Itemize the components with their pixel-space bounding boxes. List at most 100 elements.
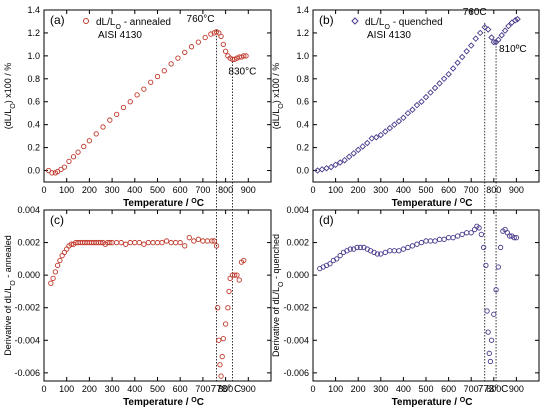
data-point (505, 22, 512, 30)
data-point (498, 31, 505, 39)
data-point (486, 350, 492, 356)
x-tick-label: 900 (241, 384, 256, 394)
data-point (481, 23, 488, 31)
data-point (341, 156, 348, 164)
data-point (134, 92, 140, 98)
data-point (61, 164, 68, 170)
data-point (327, 261, 333, 267)
data-point (215, 305, 221, 311)
panel-c: 0 100 200 300 400 500 600 700 800 900 -0.006 -0.004… (3, 182, 272, 409)
x-tick-label: 200 (351, 384, 366, 394)
data-point (468, 230, 474, 236)
x-tick-label: 700 (464, 185, 479, 195)
material-label: AISI 4130 (367, 30, 411, 41)
data-point (345, 153, 353, 161)
data-point (357, 244, 364, 251)
data-point (511, 235, 517, 241)
data-point (354, 244, 360, 251)
data-point (477, 29, 484, 37)
x-tick-label: 900 (509, 384, 524, 394)
data-point (409, 106, 416, 113)
data-point (373, 134, 380, 141)
x-tick-label: 300 (105, 384, 120, 394)
y-tick-label: -0.002 (14, 303, 40, 313)
data-point (354, 146, 362, 154)
data-point (175, 55, 181, 61)
data-point (350, 150, 357, 157)
data-point (440, 75, 448, 83)
x-tick-label: 500 (150, 384, 165, 394)
data-point (400, 246, 407, 252)
x-tick-label: 500 (418, 384, 433, 394)
data-point (213, 243, 220, 249)
y-axis-label: (dL/LO) x100 / % (271, 63, 285, 130)
data-point (432, 238, 438, 244)
data-point (463, 48, 470, 55)
data-point (218, 33, 224, 40)
x-tick-label: 700 (195, 384, 210, 394)
x-tick-label: 100 (328, 185, 343, 195)
data-point (493, 287, 499, 293)
data-point (413, 101, 421, 109)
data-point (226, 288, 232, 295)
y-tick-label: 1.4 (296, 5, 309, 15)
x-tick-label: 100 (328, 384, 343, 394)
data-point (449, 65, 457, 72)
data-point (182, 243, 188, 249)
data-point (483, 262, 489, 269)
data-point (476, 225, 482, 231)
data-series (45, 29, 249, 176)
legend-marker (83, 18, 89, 24)
y-tick-label: 0.002 (286, 238, 309, 248)
data-point (234, 272, 240, 278)
x-tick-label: 400 (127, 185, 142, 195)
data-point (154, 239, 161, 246)
data-point (50, 275, 56, 282)
x-tick-label: 200 (82, 185, 97, 195)
data-point (382, 128, 389, 135)
data-point (100, 124, 106, 130)
y-tick-label: -0.004 (14, 335, 40, 345)
y-tick-label: -0.002 (283, 303, 309, 313)
data-point (219, 353, 225, 360)
data-point (454, 233, 461, 239)
y-tick-label: 0.2 (27, 143, 40, 153)
data-series (317, 223, 520, 365)
data-point (49, 170, 55, 176)
data-point (386, 124, 394, 132)
data-point (488, 337, 495, 343)
x-tick-label: 600 (173, 384, 188, 394)
data-point (173, 239, 179, 246)
x-axis-label: Temperature / OC (123, 397, 204, 409)
data-point (422, 93, 430, 101)
data-point (204, 238, 211, 244)
data-point (145, 239, 152, 246)
data-point (464, 230, 470, 236)
data-point (497, 244, 504, 251)
data-point (467, 42, 475, 49)
data-point (163, 238, 170, 244)
panel-b: 0 100 200 300 400 500 600 700 800 900 0.0 0.2 0.4 0.6… (271, 5, 540, 209)
x-tick-label: 600 (441, 384, 456, 394)
y-tick-label: 1.0 (296, 51, 309, 61)
data-point (418, 98, 425, 105)
data-point (395, 117, 403, 125)
x-tick-label: 0 (41, 384, 46, 394)
x-tick-label: 600 (441, 185, 456, 195)
y-tick-label: 0.0 (296, 166, 309, 176)
data-point (132, 239, 138, 246)
data-point (70, 154, 77, 160)
data-point (404, 109, 412, 117)
data-point (66, 158, 72, 165)
x-tick-label: 200 (351, 185, 366, 195)
x-tick-label: 500 (150, 185, 165, 195)
data-point (427, 89, 434, 96)
data-point (222, 48, 229, 54)
data-point (490, 38, 498, 46)
annotation-label: 760°C (187, 14, 215, 25)
y-tick-label: 1.0 (27, 51, 40, 61)
data-point (159, 239, 165, 246)
data-point (168, 239, 174, 246)
data-point (107, 239, 113, 246)
